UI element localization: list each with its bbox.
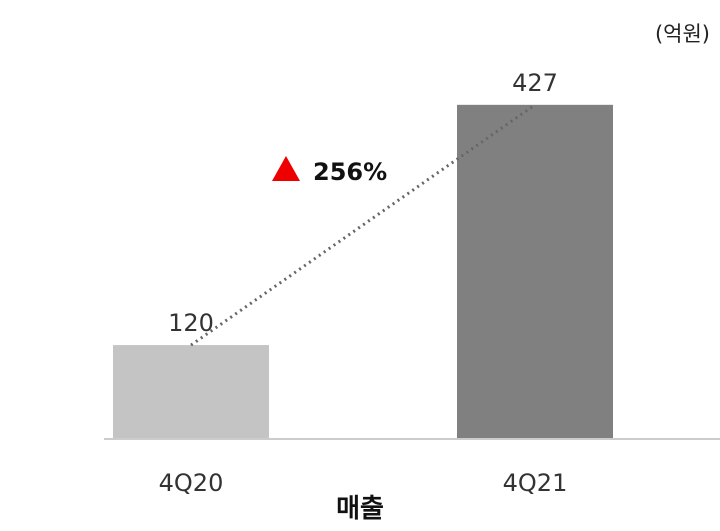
value-label-4q20: 120 [168, 309, 214, 337]
bar-4q20 [113, 345, 269, 439]
growth-rate-label: 256% [313, 158, 387, 186]
growth-trend-line [190, 103, 536, 347]
value-label-4q21: 427 [512, 69, 558, 97]
bars-group: 120 4Q20 427 4Q21 [113, 69, 613, 497]
bar-4q21 [457, 104, 613, 440]
unit-label: (억원) [654, 22, 710, 46]
growth-up-triangle-icon [272, 156, 300, 181]
chart-title: 매출 [336, 494, 384, 524]
category-label-4q21: 4Q21 [503, 469, 568, 497]
category-label-4q20: 4Q20 [159, 469, 224, 497]
